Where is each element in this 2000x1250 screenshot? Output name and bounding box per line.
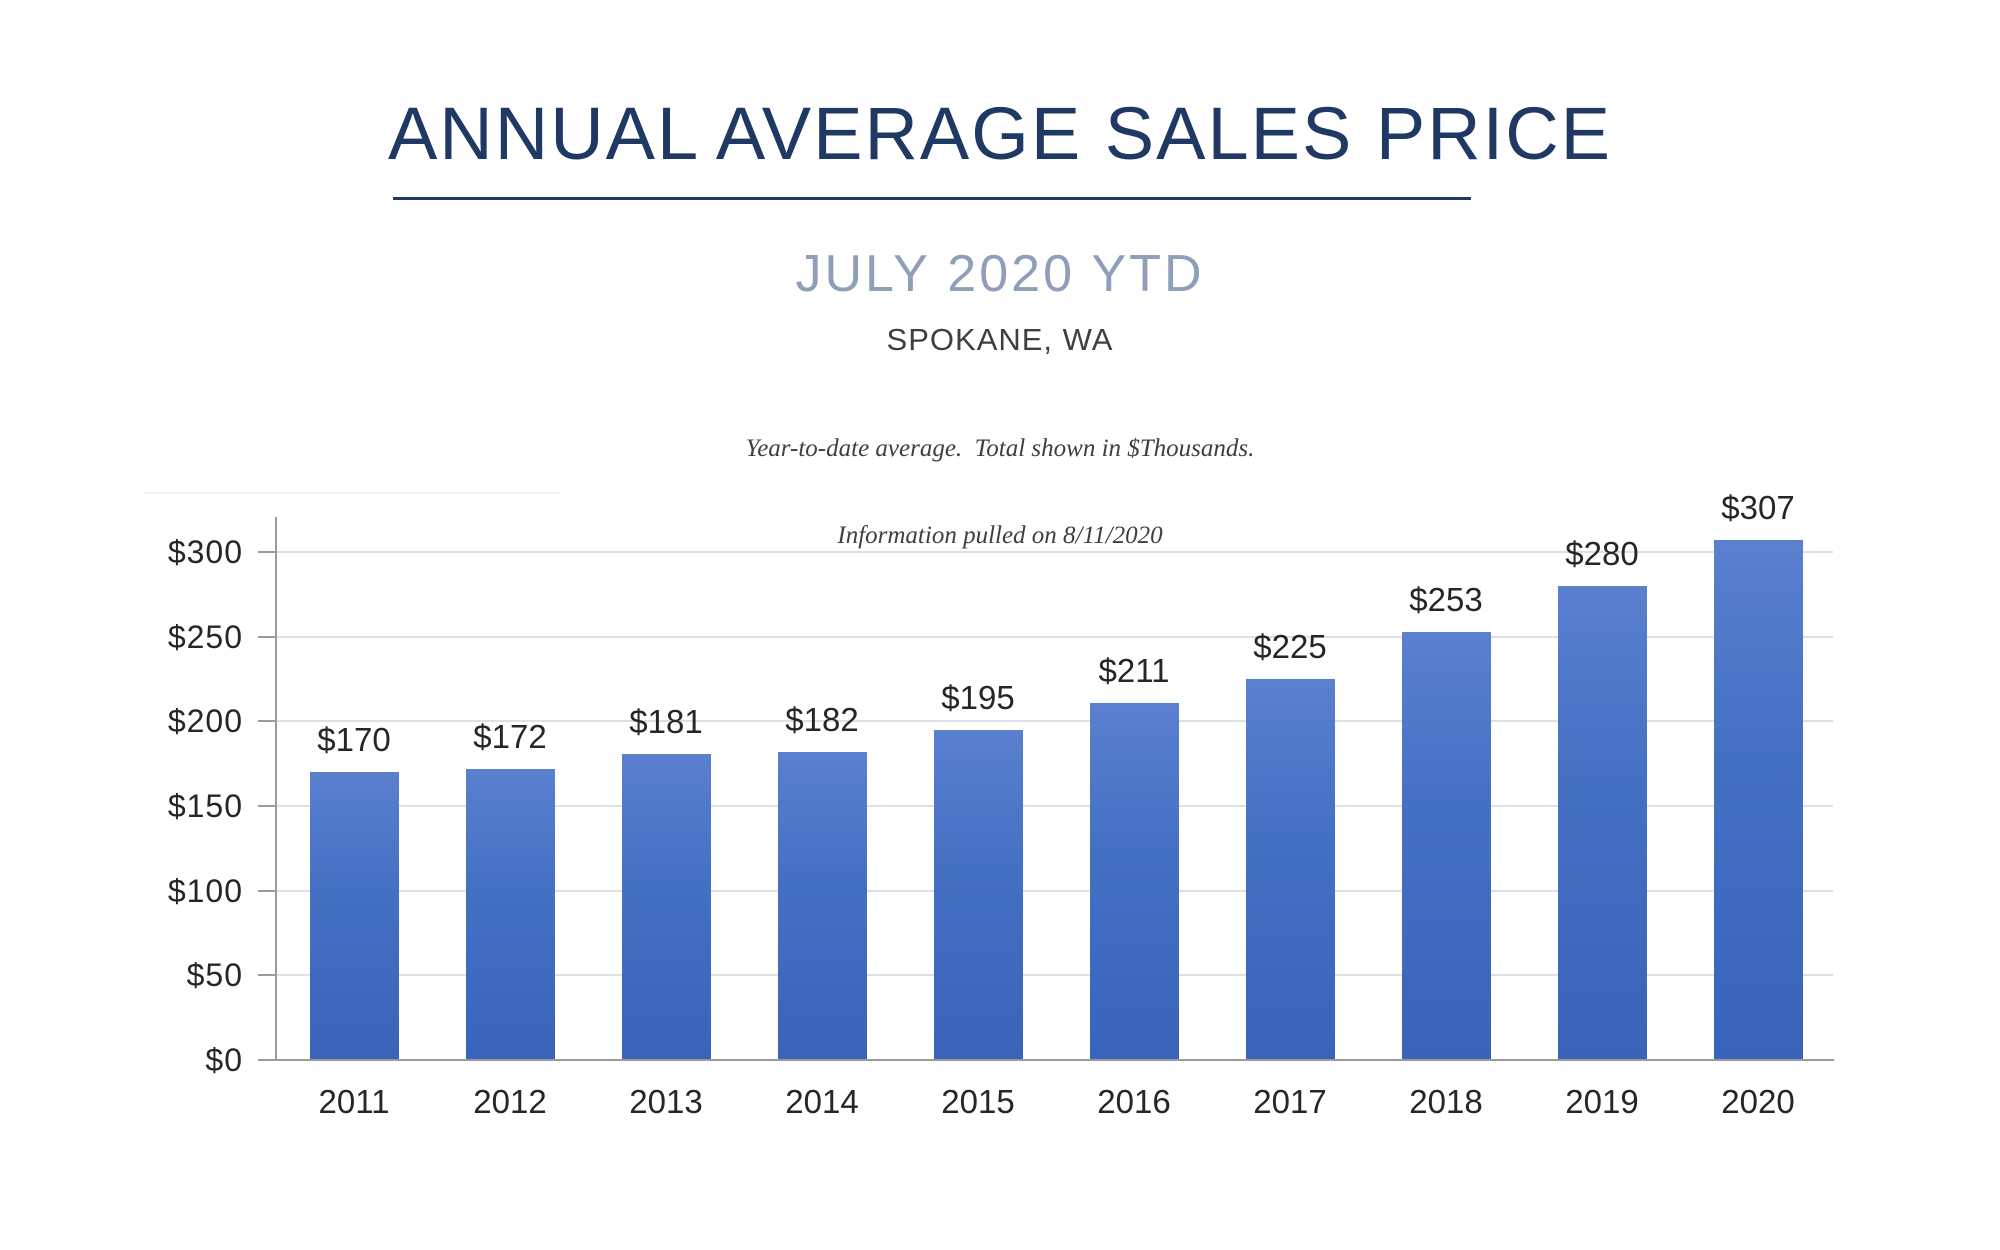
chart-notes: Year-to-date average. Total shown in $Th… bbox=[0, 376, 2000, 579]
x-category-label: 2020 bbox=[1721, 1083, 1795, 1120]
bar-value-label: $181 bbox=[629, 702, 703, 740]
x-category-label: 2014 bbox=[785, 1083, 859, 1120]
chart-subtitle: JULY 2020 YTD bbox=[795, 245, 1205, 303]
chart-location: SPOKANE, WA bbox=[886, 322, 1114, 357]
bar-2011 bbox=[309, 772, 399, 1060]
title-underline bbox=[393, 197, 1471, 200]
bar-2020 bbox=[1713, 540, 1803, 1060]
bar-value-label: $225 bbox=[1253, 628, 1327, 666]
bar-2014 bbox=[777, 751, 867, 1060]
gridline-150 bbox=[277, 805, 1833, 807]
x-category-label: 2017 bbox=[1253, 1083, 1327, 1120]
y-tick-mark bbox=[258, 635, 276, 638]
y-tick-mark bbox=[258, 720, 276, 723]
bar-2017 bbox=[1245, 679, 1335, 1060]
bar-value-label: $280 bbox=[1565, 534, 1639, 572]
y-tick-label: $200 bbox=[167, 703, 243, 740]
chart-note-line1: Year-to-date average. Total shown in $Th… bbox=[745, 435, 1255, 462]
y-tick-label: $150 bbox=[167, 788, 243, 824]
x-category-label: 2015 bbox=[941, 1083, 1015, 1120]
x-category-label: 2011 bbox=[318, 1083, 390, 1120]
plot-area: $170 2011 $172 2012 $181 2013 $182 2014 $195 2015… bbox=[277, 489, 1833, 1120]
y-tick-label: $300 bbox=[167, 534, 243, 570]
x-axis-line bbox=[266, 1059, 1834, 1061]
gridline-100 bbox=[277, 889, 1833, 892]
y-axis-line bbox=[275, 517, 277, 1061]
bar-2013 bbox=[621, 753, 711, 1060]
bar-2018 bbox=[1401, 631, 1491, 1060]
gridline-300 bbox=[277, 551, 1833, 553]
bar-value-label: $211 bbox=[1098, 651, 1170, 689]
page-title: ANNUAL AVERAGE SALES PRICE bbox=[387, 92, 1613, 175]
bar-value-label: $307 bbox=[1721, 489, 1795, 527]
y-tick-label: $100 bbox=[167, 872, 243, 909]
bar-value-label: $182 bbox=[785, 700, 859, 738]
bar-value-label: $172 bbox=[473, 717, 547, 755]
bar-2012 bbox=[465, 768, 555, 1060]
bar-2019 bbox=[1557, 585, 1647, 1060]
bar-2015 bbox=[933, 729, 1023, 1060]
bar-value-label: $195 bbox=[941, 678, 1015, 716]
y-tick-mark bbox=[258, 974, 276, 977]
y-tick-label: $50 bbox=[186, 957, 243, 994]
y-tick-label: $0 bbox=[205, 1042, 243, 1078]
bar-value-label: $253 bbox=[1409, 580, 1483, 618]
y-tick-label: $250 bbox=[167, 618, 243, 655]
x-category-label: 2013 bbox=[629, 1083, 703, 1120]
y-tick-mark bbox=[258, 551, 276, 553]
y-tick-mark bbox=[258, 805, 276, 807]
x-category-label: 2012 bbox=[473, 1083, 547, 1120]
bar-2016 bbox=[1089, 702, 1179, 1060]
gridline-250 bbox=[277, 635, 1833, 638]
x-category-label: 2019 bbox=[1565, 1083, 1639, 1120]
gridline-200 bbox=[277, 720, 1833, 723]
x-category-label: 2016 bbox=[1097, 1083, 1171, 1120]
chart-note-line2: Information pulled on 8/11/2020 bbox=[837, 522, 1163, 549]
gridline-50 bbox=[277, 974, 1833, 977]
bar-value-label: $170 bbox=[317, 721, 391, 759]
chart-edge-artifact bbox=[143, 492, 560, 494]
x-category-label: 2018 bbox=[1409, 1083, 1483, 1120]
y-tick-mark bbox=[258, 889, 276, 892]
